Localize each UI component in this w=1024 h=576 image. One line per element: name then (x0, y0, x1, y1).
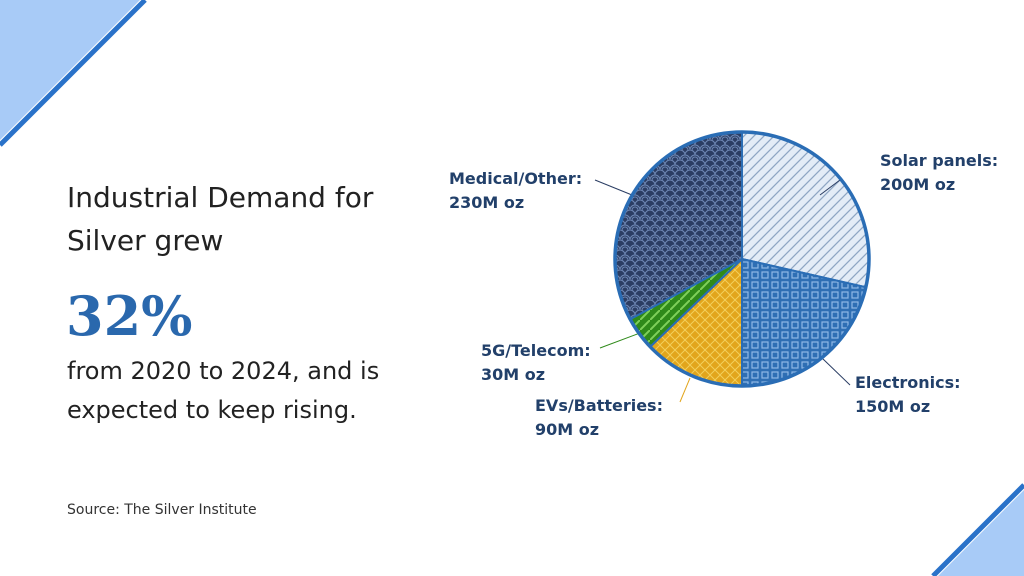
slice-value-label: 150M oz (855, 397, 930, 416)
slice-value-label: 30M oz (481, 365, 545, 384)
slice-label: Medical/Other: (449, 169, 582, 188)
source: Source: The Silver Institute (67, 502, 257, 518)
body-text: from 2020 to 2024, and is expected to ke… (67, 357, 380, 424)
slice-value-label: 200M oz (880, 175, 955, 194)
leader-line (594, 179, 633, 196)
pie-border (613, 130, 871, 388)
slice-label: EVs/Batteries: (535, 396, 663, 415)
slice-label: Solar panels: (880, 151, 998, 170)
slice-value-label: 230M oz (449, 193, 524, 212)
highlight: 32% (66, 284, 193, 348)
heading: Industrial Demand for Silver grew (67, 181, 374, 257)
leader-line (599, 332, 641, 349)
corner-line (0, 0, 147, 147)
corner-decor (0, 0, 140, 140)
leader-line (819, 179, 841, 196)
leader-line (821, 357, 851, 386)
leader-line (679, 377, 691, 403)
slice-label: Electronics: (855, 373, 961, 392)
corner-decor (938, 490, 1024, 576)
slice-label: 5G/Telecom: (481, 341, 591, 360)
slice-value-label: 90M oz (535, 420, 599, 439)
corner-line (931, 483, 1024, 576)
